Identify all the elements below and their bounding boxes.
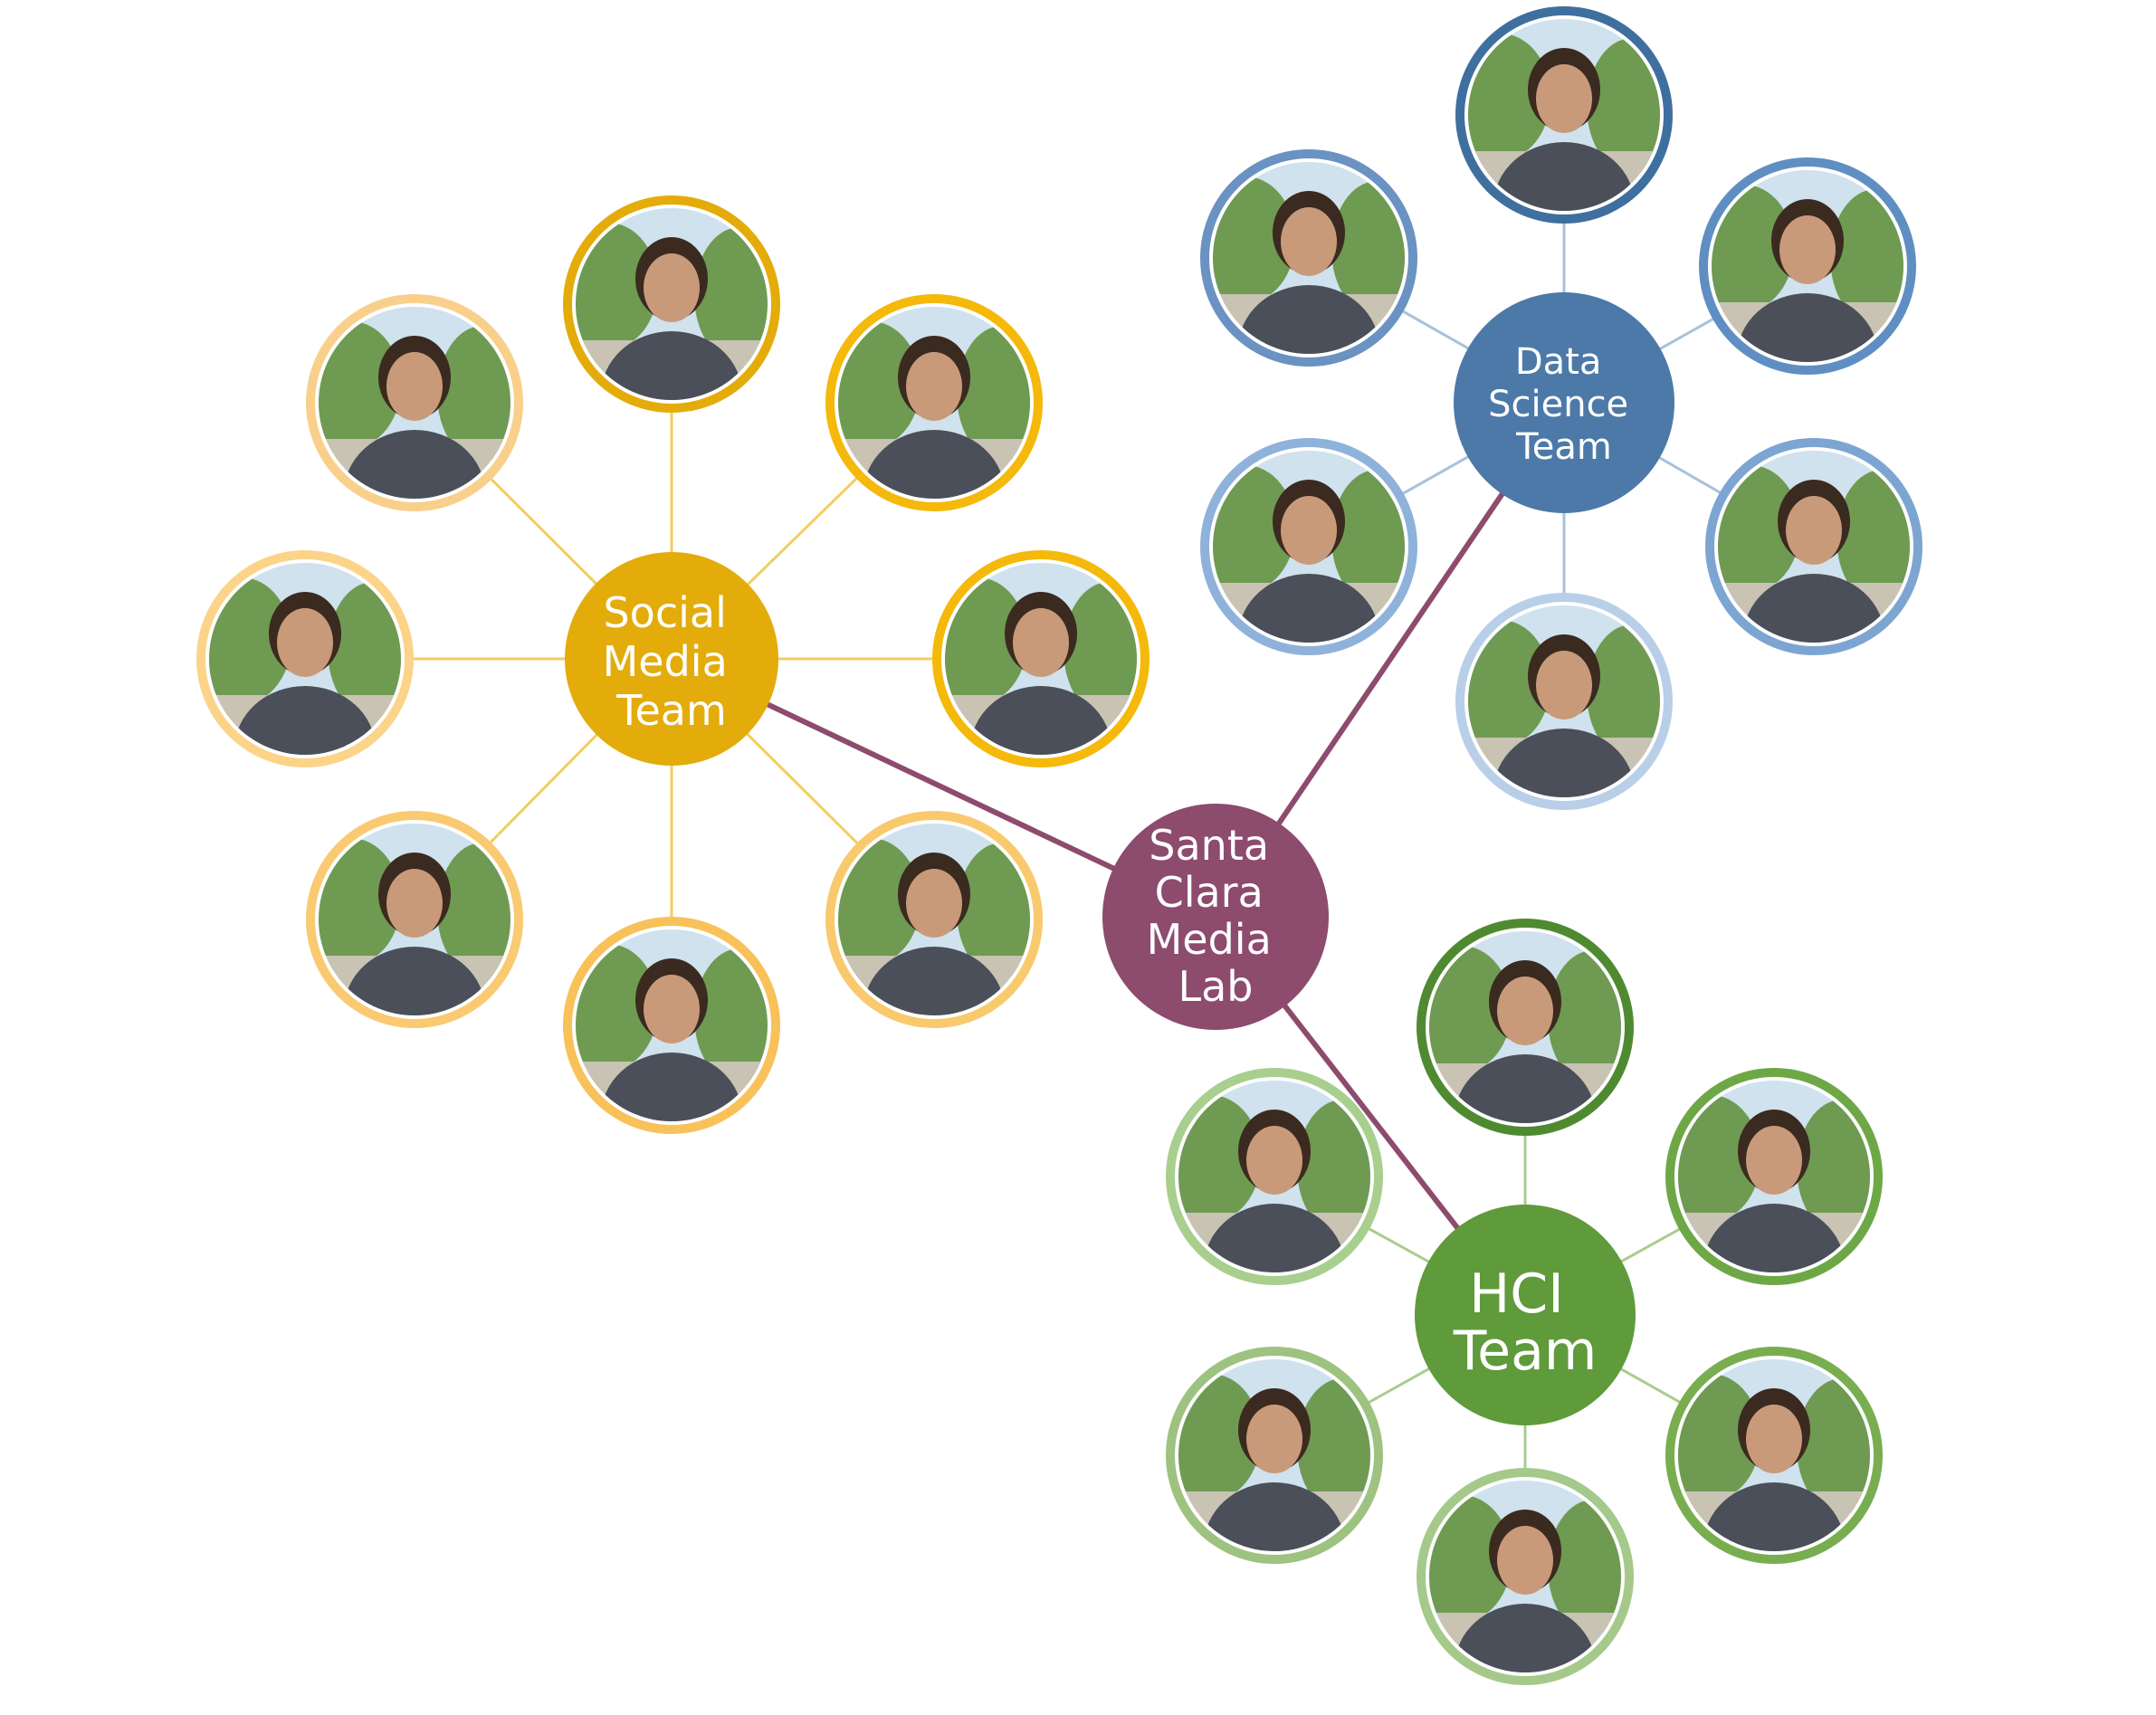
member-photo[interactable] — [301, 294, 528, 557]
member-photo[interactable] — [821, 294, 1047, 557]
member-photo[interactable] — [1196, 438, 1422, 700]
member-photo[interactable] — [1701, 438, 1927, 700]
photo-torso — [1703, 1204, 1845, 1272]
photo-face — [1746, 1405, 1802, 1473]
photo-face — [1497, 977, 1553, 1045]
photo-torso — [863, 947, 1005, 1015]
team-label: HCI Team — [1453, 1262, 1598, 1383]
team-label: Social Media Team — [603, 588, 741, 735]
photo-torso — [1238, 574, 1379, 643]
photo-torso — [234, 686, 376, 755]
member-photo[interactable] — [1161, 1068, 1388, 1330]
team-circle — [1415, 1205, 1636, 1425]
member-photo[interactable] — [1661, 1347, 1887, 1609]
photo-face — [277, 608, 333, 677]
photo-face — [644, 975, 700, 1043]
member-photo[interactable] — [1451, 593, 1677, 855]
photo-torso — [863, 430, 1005, 499]
photo-face — [1746, 1126, 1802, 1195]
portrait-photo — [1468, 19, 1660, 211]
member-photo[interactable] — [558, 195, 785, 458]
member-photo[interactable] — [1412, 1468, 1638, 1715]
member-photo[interactable] — [1161, 1347, 1388, 1609]
photo-face — [1013, 608, 1069, 677]
team-circle — [1454, 292, 1674, 513]
member-photo[interactable] — [928, 550, 1154, 813]
hub-label: Santa Clara Media Lab — [1147, 821, 1285, 1011]
photo-torso — [1737, 293, 1878, 362]
photo-face — [1536, 651, 1592, 719]
team-node-hci[interactable]: HCI Team — [1415, 1205, 1636, 1425]
photo-torso — [1455, 1054, 1596, 1123]
team-node-data-science[interactable]: Data Science Team — [1454, 292, 1674, 513]
photo-face — [386, 352, 443, 421]
photo-face — [1246, 1405, 1302, 1473]
photo-torso — [1238, 285, 1379, 354]
hub-node[interactable]: Santa Clara Media Lab — [1102, 804, 1329, 1030]
photo-face — [1497, 1526, 1553, 1595]
photo-face — [1246, 1126, 1302, 1195]
team-node-social-media[interactable]: Social Media Team — [565, 552, 778, 766]
photo-torso — [344, 947, 485, 1015]
portrait-photo — [576, 929, 768, 1121]
photo-torso — [1743, 574, 1884, 643]
photo-face — [1786, 496, 1842, 565]
member-photo[interactable] — [1694, 157, 1921, 420]
photo-face — [1536, 64, 1592, 133]
photo-torso — [1204, 1482, 1345, 1551]
portrait-photo — [838, 307, 1030, 499]
photo-face — [906, 352, 962, 421]
member-photo[interactable] — [1451, 6, 1677, 269]
photo-face — [644, 253, 700, 322]
photo-torso — [1204, 1204, 1345, 1272]
photo-face — [1779, 215, 1836, 284]
member-photo[interactable] — [301, 811, 528, 1073]
team-label: Data Science Team — [1488, 341, 1640, 468]
photo-torso — [1493, 729, 1635, 797]
portrait-photo — [1678, 1081, 1870, 1272]
photo-face — [1281, 496, 1337, 565]
portrait-photo — [319, 307, 510, 499]
photo-torso — [1493, 142, 1635, 211]
photo-face — [906, 869, 962, 938]
photo-face — [386, 869, 443, 938]
hub-circle — [1102, 804, 1329, 1030]
member-photo[interactable] — [192, 550, 418, 813]
member-photos — [192, 6, 1927, 1715]
portrait-photo — [1718, 451, 1910, 643]
member-photo[interactable] — [1412, 919, 1638, 1181]
photo-torso — [970, 686, 1111, 755]
member-photo[interactable] — [821, 811, 1047, 1073]
member-photo[interactable] — [558, 917, 785, 1179]
photo-face — [1281, 207, 1337, 276]
photo-torso — [1703, 1482, 1845, 1551]
member-photo[interactable] — [1196, 149, 1422, 412]
member-photo[interactable] — [1661, 1068, 1887, 1330]
photo-torso — [601, 331, 742, 400]
photo-torso — [344, 430, 485, 499]
team-circle — [565, 552, 778, 766]
photo-torso — [1455, 1604, 1596, 1672]
portrait-photo — [1213, 162, 1405, 354]
photo-torso — [601, 1053, 742, 1121]
